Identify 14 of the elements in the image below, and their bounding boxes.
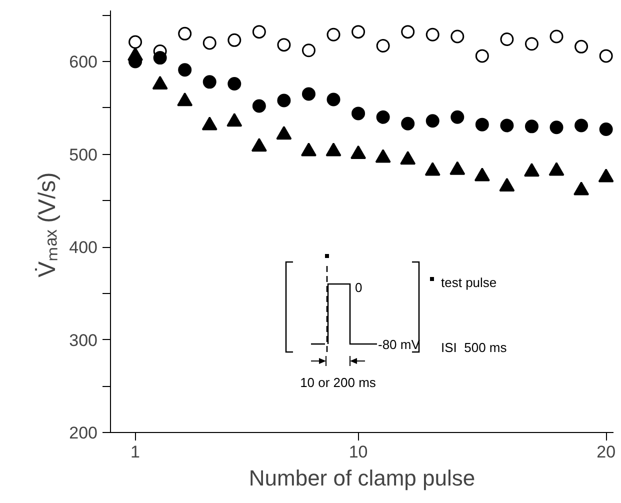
y-tick-label: 300 — [69, 330, 98, 350]
annotation: 10 or 200 ms — [300, 375, 376, 390]
y-tick-label: 200 — [69, 424, 98, 442]
x-tick-label: 10 — [348, 442, 368, 462]
y-tick-label: 500 — [69, 145, 98, 164]
x-axis-title: Number of clamp pulse — [248, 466, 476, 490]
y-tick-label: 600 — [69, 52, 98, 72]
y-axis-title: V̇ₘₐₓ (V/s) — [34, 172, 62, 278]
annotation: ISI 500 ms — [441, 340, 507, 355]
x-tick-label: 1 — [130, 442, 140, 462]
annotation: test pulse — [441, 275, 497, 290]
y-tick-label: 400 — [69, 238, 98, 258]
annotation: 0 — [355, 280, 362, 295]
x-tick-label: 20 — [596, 442, 616, 462]
